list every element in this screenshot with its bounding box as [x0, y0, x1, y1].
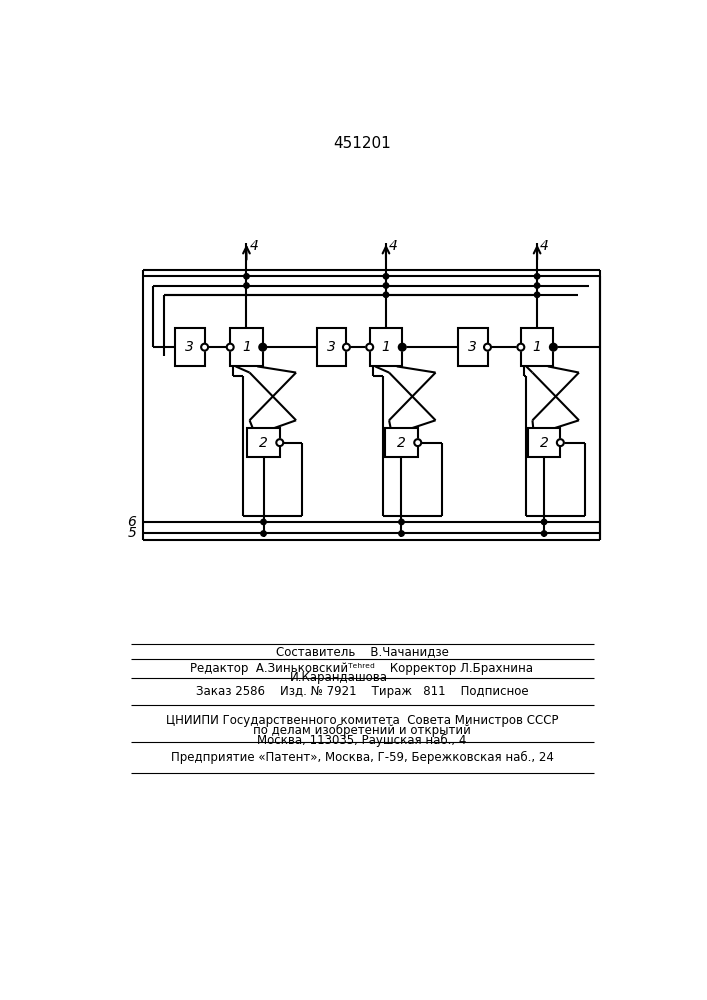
Circle shape [260, 344, 265, 350]
Text: 2: 2 [539, 436, 549, 450]
Bar [175, 328, 204, 366]
Text: 3: 3 [185, 340, 194, 354]
Bar [521, 328, 554, 366]
Text: 4: 4 [250, 239, 259, 253]
Text: ЦНИИПИ Государственного комитета  Совета Министров СССР: ЦНИИПИ Государственного комитета Совета … [165, 714, 559, 727]
Bar [370, 328, 402, 366]
Text: 1: 1 [242, 340, 251, 354]
Text: 2: 2 [397, 436, 406, 450]
Bar [458, 328, 488, 366]
Bar [230, 328, 263, 366]
Text: по делам изобретений и открытий: по делам изобретений и открытий [253, 724, 471, 737]
Circle shape [383, 283, 389, 288]
Circle shape [542, 519, 547, 525]
Bar [528, 428, 561, 457]
Text: Составитель    В.Чачанидзе: Составитель В.Чачанидзе [276, 645, 448, 658]
Circle shape [227, 344, 234, 351]
Text: 4: 4 [540, 239, 549, 253]
Circle shape [518, 344, 525, 351]
Text: Предприятие «Патент», Москва, Г-59, Бережковская наб., 24: Предприятие «Патент», Москва, Г-59, Бере… [170, 751, 554, 764]
Text: 451201: 451201 [333, 136, 391, 151]
Circle shape [261, 531, 267, 536]
Circle shape [343, 344, 350, 351]
Circle shape [244, 283, 249, 288]
Circle shape [383, 292, 389, 297]
Text: И.Карандашова: И.Карандашова [290, 671, 387, 684]
Text: 5: 5 [127, 526, 136, 540]
Text: 1: 1 [532, 340, 542, 354]
Circle shape [366, 344, 373, 351]
Circle shape [399, 519, 404, 525]
Bar [385, 428, 418, 457]
Text: Москва, 113035, Раушская наб., 4: Москва, 113035, Раушская наб., 4 [257, 734, 467, 747]
Bar [317, 328, 346, 366]
Circle shape [383, 274, 389, 279]
Circle shape [542, 531, 547, 536]
Circle shape [201, 344, 208, 351]
Circle shape [557, 439, 564, 446]
Circle shape [484, 344, 491, 351]
Text: 6: 6 [127, 515, 136, 529]
Circle shape [534, 274, 540, 279]
Text: 3: 3 [468, 340, 477, 354]
Circle shape [414, 439, 421, 446]
Circle shape [399, 344, 405, 350]
Circle shape [399, 531, 404, 536]
Text: Заказ 2586    Изд. № 7921    Тираж   811    Подписное: Заказ 2586 Изд. № 7921 Тираж 811 Подписн… [196, 685, 528, 698]
Circle shape [261, 519, 267, 525]
Text: 2: 2 [259, 436, 268, 450]
Circle shape [534, 292, 540, 297]
Circle shape [551, 344, 556, 350]
Circle shape [276, 439, 284, 446]
Text: 3: 3 [327, 340, 336, 354]
Circle shape [550, 344, 557, 351]
Text: 1: 1 [382, 340, 390, 354]
Bar [247, 428, 280, 457]
Circle shape [399, 344, 406, 351]
Circle shape [534, 283, 540, 288]
Text: Редактор  А.Зиньковскийᵀᵉʰʳᵉᵈ    Корректор Л.Брахнина: Редактор А.Зиньковскийᵀᵉʰʳᵉᵈ Корректор Л… [190, 662, 534, 675]
Circle shape [244, 274, 249, 279]
Text: 4: 4 [389, 239, 398, 253]
Circle shape [259, 344, 267, 351]
